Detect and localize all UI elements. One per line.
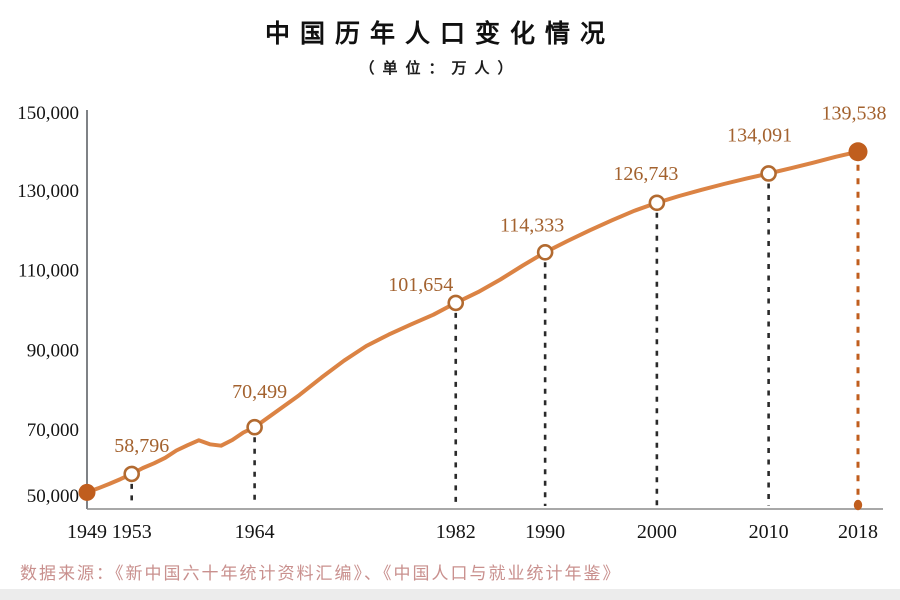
y-axis-tick-label: 150,000 — [17, 103, 79, 124]
y-axis-tick-label: 90,000 — [27, 340, 79, 361]
population-line — [85, 149, 860, 495]
x-axis-tick-label: 1990 — [525, 521, 565, 543]
value-label-1953: 58,796 — [114, 435, 169, 457]
x-axis-tick-label: 1953 — [112, 521, 152, 543]
data-point-1949 — [78, 483, 96, 501]
data-point-1964 — [246, 418, 263, 436]
x-axis-tick-label: 1949 — [67, 521, 107, 543]
x-axis-tick-label: 2010 — [749, 521, 789, 543]
data-point-1953 — [123, 465, 140, 483]
x-axis-tick-label: 2000 — [637, 521, 677, 543]
value-label-1990: 114,333 — [500, 214, 564, 236]
data-point-1990 — [536, 244, 554, 261]
y-axis-tick-label: 70,000 — [27, 420, 79, 441]
data-point-2000 — [648, 194, 666, 212]
x-axis-tick-label: 2018 — [838, 521, 878, 543]
data-point-1982 — [447, 294, 465, 312]
y-axis-tick-label: 50,000 — [27, 486, 79, 507]
value-label-2010: 134,091 — [727, 124, 792, 146]
bottom-band — [0, 589, 900, 600]
data-source-note: 数据来源：《新中国六十年统计资料汇编》、《中国人口与就业统计年鉴》 — [20, 564, 622, 583]
x-axis-tick-label: 1982 — [436, 521, 476, 543]
leader-end-dot — [853, 499, 863, 511]
y-axis-tick-label: 110,000 — [18, 261, 79, 282]
value-label-2018: 139,538 — [822, 103, 887, 125]
x-axis-tick-label: 1964 — [235, 521, 275, 543]
data-point-2010 — [760, 165, 777, 182]
value-label-2000: 126,743 — [613, 163, 678, 185]
y-axis-tick-label: 130,000 — [17, 181, 79, 202]
data-point-2018 — [848, 142, 868, 162]
value-label-1964: 70,499 — [232, 381, 287, 403]
value-label-1982: 101,654 — [388, 274, 453, 296]
